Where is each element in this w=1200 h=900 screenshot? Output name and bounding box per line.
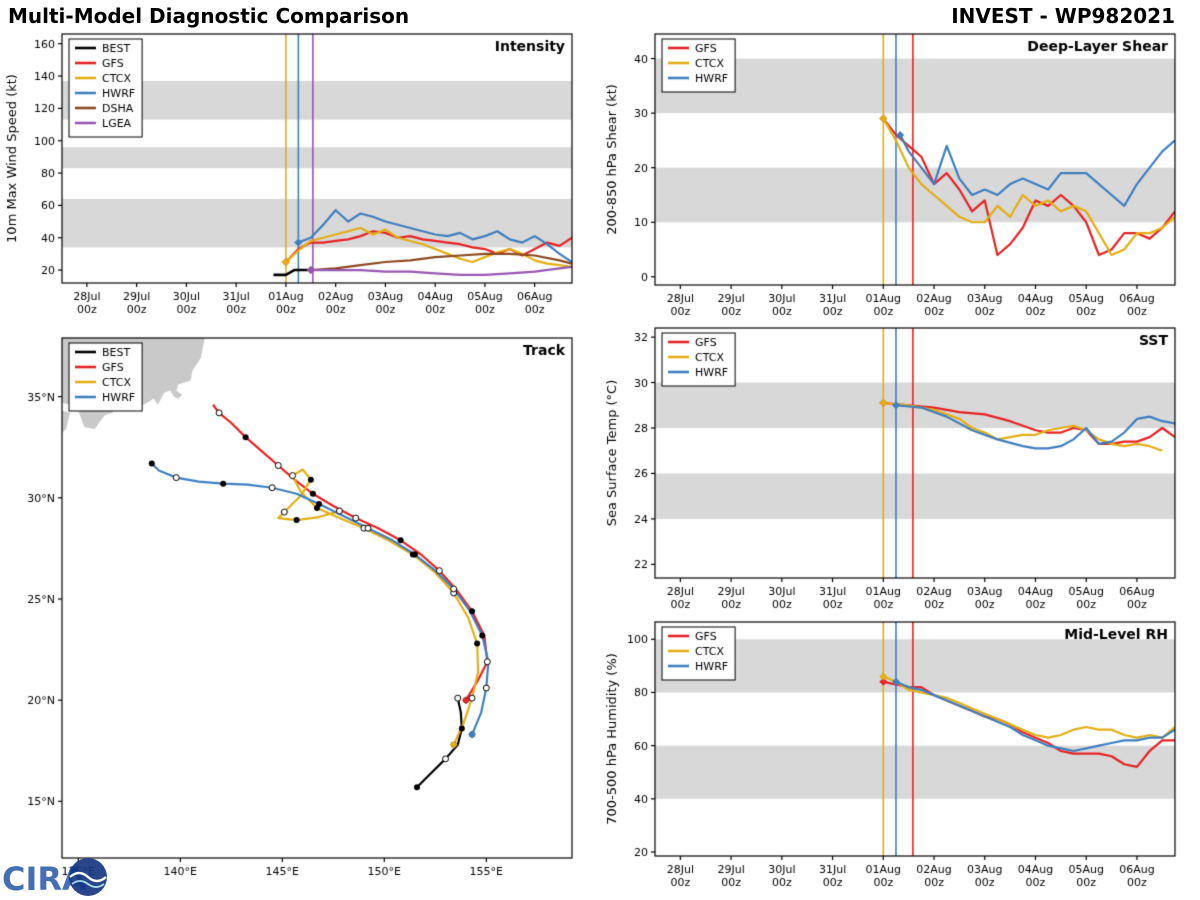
deep-layer-shear-chart [600, 28, 1200, 330]
sst-chart [600, 322, 1200, 612]
cira-logo: CIRA [2, 858, 107, 898]
cira-globe-icon [69, 858, 107, 896]
track-map [0, 332, 600, 898]
storm-id: INVEST - WP982021 [951, 4, 1175, 28]
mid-level-rh-chart [600, 614, 1200, 900]
page-title: Multi-Model Diagnostic Comparison [8, 4, 410, 28]
intensity-chart [0, 28, 600, 330]
